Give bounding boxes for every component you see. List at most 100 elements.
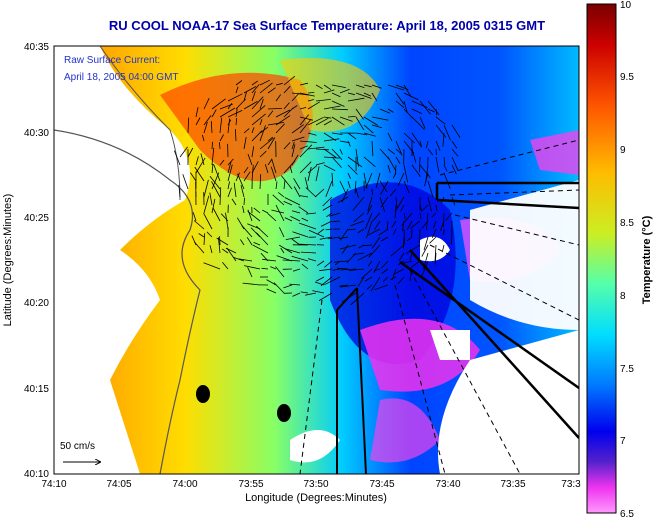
survey-line [409, 249, 579, 439]
current-vector [367, 196, 373, 212]
current-vector [371, 116, 389, 121]
current-vector [251, 164, 254, 182]
current-vector [193, 241, 205, 254]
current-vector [409, 252, 413, 261]
survey-line [454, 214, 579, 246]
current-vector [219, 117, 223, 134]
current-vector [292, 231, 309, 238]
current-vector [339, 116, 353, 122]
current-vector [322, 196, 333, 207]
current-vector [405, 244, 421, 255]
current-vector [275, 109, 290, 118]
current-vector [251, 84, 260, 94]
survey-line [399, 260, 579, 390]
current-vector [211, 141, 213, 150]
current-vector [391, 220, 397, 228]
current-vector [314, 188, 325, 198]
current-vector [411, 228, 413, 238]
current-vector [307, 116, 324, 126]
current-vector [406, 236, 413, 242]
current-vector [331, 148, 343, 160]
current-vector [339, 180, 347, 195]
current-vector [211, 181, 221, 198]
current-vector [347, 116, 356, 118]
colorbar-tick-label: 6.5 [620, 509, 634, 519]
current-vector [298, 206, 309, 214]
current-vector [211, 109, 217, 118]
land-mask [54, 46, 90, 110]
current-vector [361, 268, 373, 280]
current-vector [378, 228, 389, 236]
y-tick-label: 40:35 [24, 42, 49, 53]
current-vector [390, 244, 405, 257]
current-vector [379, 180, 388, 193]
current-vector [242, 205, 245, 214]
current-vector [247, 153, 253, 166]
current-vector [367, 260, 373, 267]
current-vector [339, 244, 357, 250]
current-vector [451, 164, 457, 175]
current-vector [395, 100, 405, 109]
current-vector [371, 124, 383, 129]
current-vector [292, 268, 301, 272]
current-vector [259, 174, 262, 190]
current-vector [246, 237, 253, 246]
y-tick-label: 40:30 [24, 128, 49, 139]
current-vector [424, 172, 429, 187]
current-vector [403, 100, 408, 114]
current-vector [225, 212, 229, 230]
buoy-marker [196, 385, 210, 403]
current-vector [395, 140, 403, 156]
current-vector [347, 180, 351, 189]
current-vector [259, 150, 267, 158]
current-vector [337, 196, 349, 204]
current-vector [270, 266, 277, 270]
colorbar-tick-label: 9 [620, 145, 626, 156]
current-vector [445, 212, 453, 221]
current-vector [243, 86, 257, 94]
current-vector [387, 108, 394, 113]
current-vector [275, 266, 285, 278]
current-vector [179, 146, 188, 158]
current-vector [275, 115, 291, 126]
current-vector [395, 196, 405, 212]
current-vector [266, 288, 277, 294]
survey-line [449, 189, 579, 196]
current-vector [227, 110, 243, 118]
current-vector [305, 212, 317, 215]
current-vector [222, 261, 229, 270]
current-vector [357, 252, 373, 261]
current-vector [253, 207, 261, 214]
current-vector [372, 212, 381, 222]
current-vector [227, 164, 233, 182]
current-vector [402, 220, 405, 232]
current-vector [366, 220, 373, 239]
coastline [99, 46, 181, 201]
current-vector [211, 198, 216, 214]
current-vector [364, 276, 373, 282]
current-vector [291, 124, 304, 134]
current-vector [283, 102, 290, 110]
current-vector [283, 85, 291, 94]
current-vector [355, 188, 359, 199]
current-vector [241, 225, 253, 238]
current-vector [243, 128, 250, 134]
current-vector [368, 244, 381, 258]
current-vector [278, 192, 285, 198]
current-vector [267, 110, 274, 118]
current-vector [323, 116, 332, 119]
current-vector [219, 134, 224, 142]
current-vector [243, 137, 247, 150]
current-vector [368, 228, 381, 236]
current-vector [400, 204, 405, 212]
current-vector [387, 164, 391, 173]
current-vector [240, 239, 245, 246]
current-vector [243, 171, 251, 182]
current-vector [203, 213, 213, 230]
current-vector [253, 242, 261, 246]
current-vector [337, 267, 349, 270]
current-vector [305, 292, 317, 296]
current-vector [403, 132, 415, 144]
current-vector [315, 162, 325, 166]
current-vector [194, 166, 205, 182]
